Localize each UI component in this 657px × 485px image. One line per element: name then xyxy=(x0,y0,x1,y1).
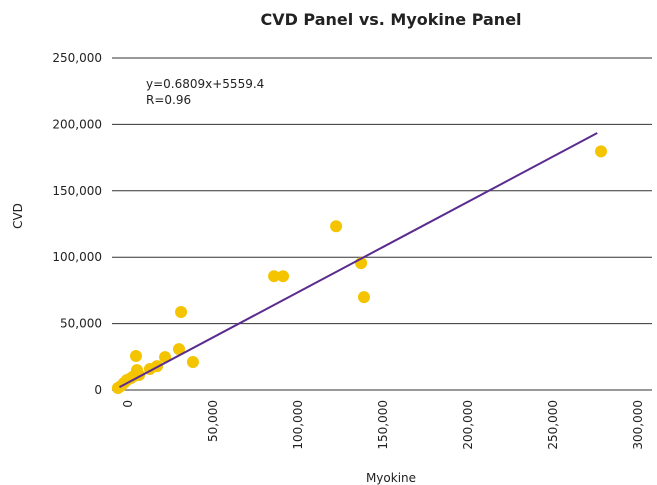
annotation: R=0.96 xyxy=(146,93,191,107)
point xyxy=(277,270,290,283)
x-axis-label: Myokine xyxy=(366,471,416,485)
y-tick-label: 50,000 xyxy=(60,317,102,331)
y-tick-label: 100,000 xyxy=(52,250,102,264)
y-tick-label: 200,000 xyxy=(52,117,102,131)
point xyxy=(330,220,343,233)
y-tick-label: 0 xyxy=(94,383,102,397)
point xyxy=(357,291,370,304)
x-tick-label: 50,000 xyxy=(206,400,220,442)
chart-title: CVD Panel vs. Myokine Panel xyxy=(260,10,521,29)
y-tick-label: 150,000 xyxy=(52,184,102,198)
x-tick-label: 250,000 xyxy=(546,400,560,450)
trendline xyxy=(119,132,598,389)
x-tick-label: 200,000 xyxy=(461,400,475,450)
x-tick-label: 0 xyxy=(121,400,135,408)
x-tick-label: 300,000 xyxy=(631,400,645,450)
x-tick-label: 150,000 xyxy=(376,400,390,450)
y-tick-label: 250,000 xyxy=(52,51,102,65)
point xyxy=(594,145,607,158)
point xyxy=(175,306,188,319)
point xyxy=(172,343,185,356)
point xyxy=(186,355,199,368)
x-tick-label: 100,000 xyxy=(291,400,305,450)
point xyxy=(159,351,172,364)
point xyxy=(268,270,281,283)
annotation: y=0.6809x+5559.4 xyxy=(146,77,264,91)
point xyxy=(129,350,142,363)
y-axis-label: CVD xyxy=(11,203,25,229)
